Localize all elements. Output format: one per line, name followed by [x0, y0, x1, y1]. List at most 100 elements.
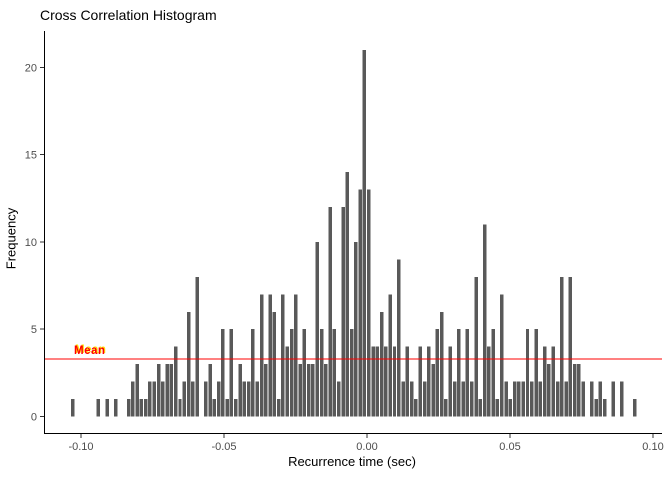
histogram-bar: [397, 259, 401, 417]
histogram-bar: [255, 381, 259, 417]
histogram-bar: [289, 329, 294, 417]
histogram-bar: [465, 329, 470, 417]
chart-title: Cross Correlation Histogram: [40, 7, 217, 23]
histogram-bar: [633, 399, 637, 417]
histogram-bar: [298, 364, 302, 417]
histogram-bar: [281, 294, 285, 417]
histogram-bar: [461, 381, 465, 417]
histogram-bar: [439, 311, 444, 417]
y-tick-label: 5: [31, 324, 37, 336]
histogram-bar: [487, 346, 491, 417]
histogram-bar: [500, 294, 504, 417]
histogram-bar: [148, 381, 152, 417]
histogram-bar: [285, 346, 289, 417]
histogram-bar: [113, 399, 118, 417]
histogram-bar: [555, 381, 560, 417]
y-tick-label: 15: [25, 150, 37, 162]
histogram-bar: [517, 381, 521, 417]
histogram-bar: [251, 329, 255, 417]
x-tick-label: 0.00: [356, 441, 377, 453]
histogram-bar: [203, 381, 208, 417]
histogram-bar: [328, 206, 332, 417]
histogram-bar: [538, 381, 543, 417]
y-tick-label: 10: [25, 237, 37, 249]
histogram-bar: [482, 224, 487, 417]
histogram-bar: [264, 364, 268, 417]
histogram-bar: [560, 276, 564, 417]
histogram-bar: [126, 399, 131, 417]
histogram-bar: [186, 311, 191, 417]
histogram-bar: [178, 399, 182, 417]
histogram-bar: [272, 311, 277, 417]
histogram-bar: [105, 399, 109, 417]
histogram-bar: [577, 364, 581, 417]
histogram-bar: [409, 381, 414, 417]
histogram-bar: [319, 329, 324, 417]
histogram-bar: [525, 329, 530, 417]
histogram-bar: [216, 381, 221, 417]
histogram-bar: [311, 364, 315, 417]
y-tick-label: 20: [25, 62, 37, 74]
histogram-bar: [143, 399, 148, 417]
histogram-bar: [375, 346, 380, 417]
histogram-bar: [491, 329, 495, 417]
histogram-bar: [195, 276, 199, 417]
histogram-bar: [276, 399, 281, 417]
histogram-bar: [212, 399, 217, 417]
histogram-bar: [221, 329, 225, 417]
histogram-bar: [452, 381, 457, 417]
x-tick-label: 0.10: [642, 441, 663, 453]
histogram-bar: [302, 329, 307, 417]
histogram-bar: [495, 399, 500, 417]
histogram-bar: [324, 364, 328, 417]
histogram-bar: [448, 346, 453, 417]
histogram-bar: [135, 364, 139, 417]
histogram-bar: [469, 381, 474, 417]
histogram-bar: [620, 381, 624, 417]
histogram-bar: [225, 399, 229, 417]
histogram-bar: [341, 206, 345, 417]
histogram-bar: [392, 346, 397, 417]
histogram-bar: [611, 381, 616, 417]
histogram-bar: [358, 189, 362, 417]
histogram-bar: [581, 381, 586, 417]
histogram-bar: [474, 276, 478, 417]
histogram-bar: [444, 399, 448, 417]
histogram-bar: [590, 381, 594, 417]
histogram-bar: [161, 381, 165, 417]
histogram-bar: [572, 364, 577, 417]
histogram-bar: [508, 399, 513, 417]
y-tick-label: 0: [31, 412, 37, 424]
histogram-bar: [208, 364, 212, 417]
histogram-bar: [564, 381, 568, 417]
x-tick-label: -0.05: [211, 441, 236, 453]
histogram-bar: [165, 364, 169, 417]
histogram-bar: [259, 294, 264, 417]
histogram-bar: [504, 381, 508, 417]
histogram-bar: [405, 346, 410, 417]
histogram-bar: [96, 399, 101, 417]
histogram-bar: [173, 346, 178, 417]
histogram-bar: [152, 381, 156, 417]
histogram-bar: [234, 399, 238, 417]
histogram-bar: [362, 49, 367, 417]
histogram-bar: [414, 399, 418, 417]
histogram-bar: [534, 329, 538, 417]
histogram-bar: [131, 381, 135, 417]
histogram-bar: [542, 346, 547, 417]
histogram-bar: [371, 346, 375, 417]
histogram-bar: [268, 294, 272, 417]
histogram-bar: [568, 276, 573, 417]
histogram-bar: [388, 294, 392, 417]
histogram-bar: [435, 329, 440, 417]
histogram-bar: [156, 364, 161, 417]
histogram-bar: [602, 399, 607, 417]
histogram-bar: [431, 364, 435, 417]
histogram-bar: [478, 399, 483, 417]
histogram-bar: [530, 381, 534, 417]
histogram-bar: [418, 346, 422, 417]
histogram-bar: [422, 381, 427, 417]
x-tick-label: 0.05: [499, 441, 520, 453]
